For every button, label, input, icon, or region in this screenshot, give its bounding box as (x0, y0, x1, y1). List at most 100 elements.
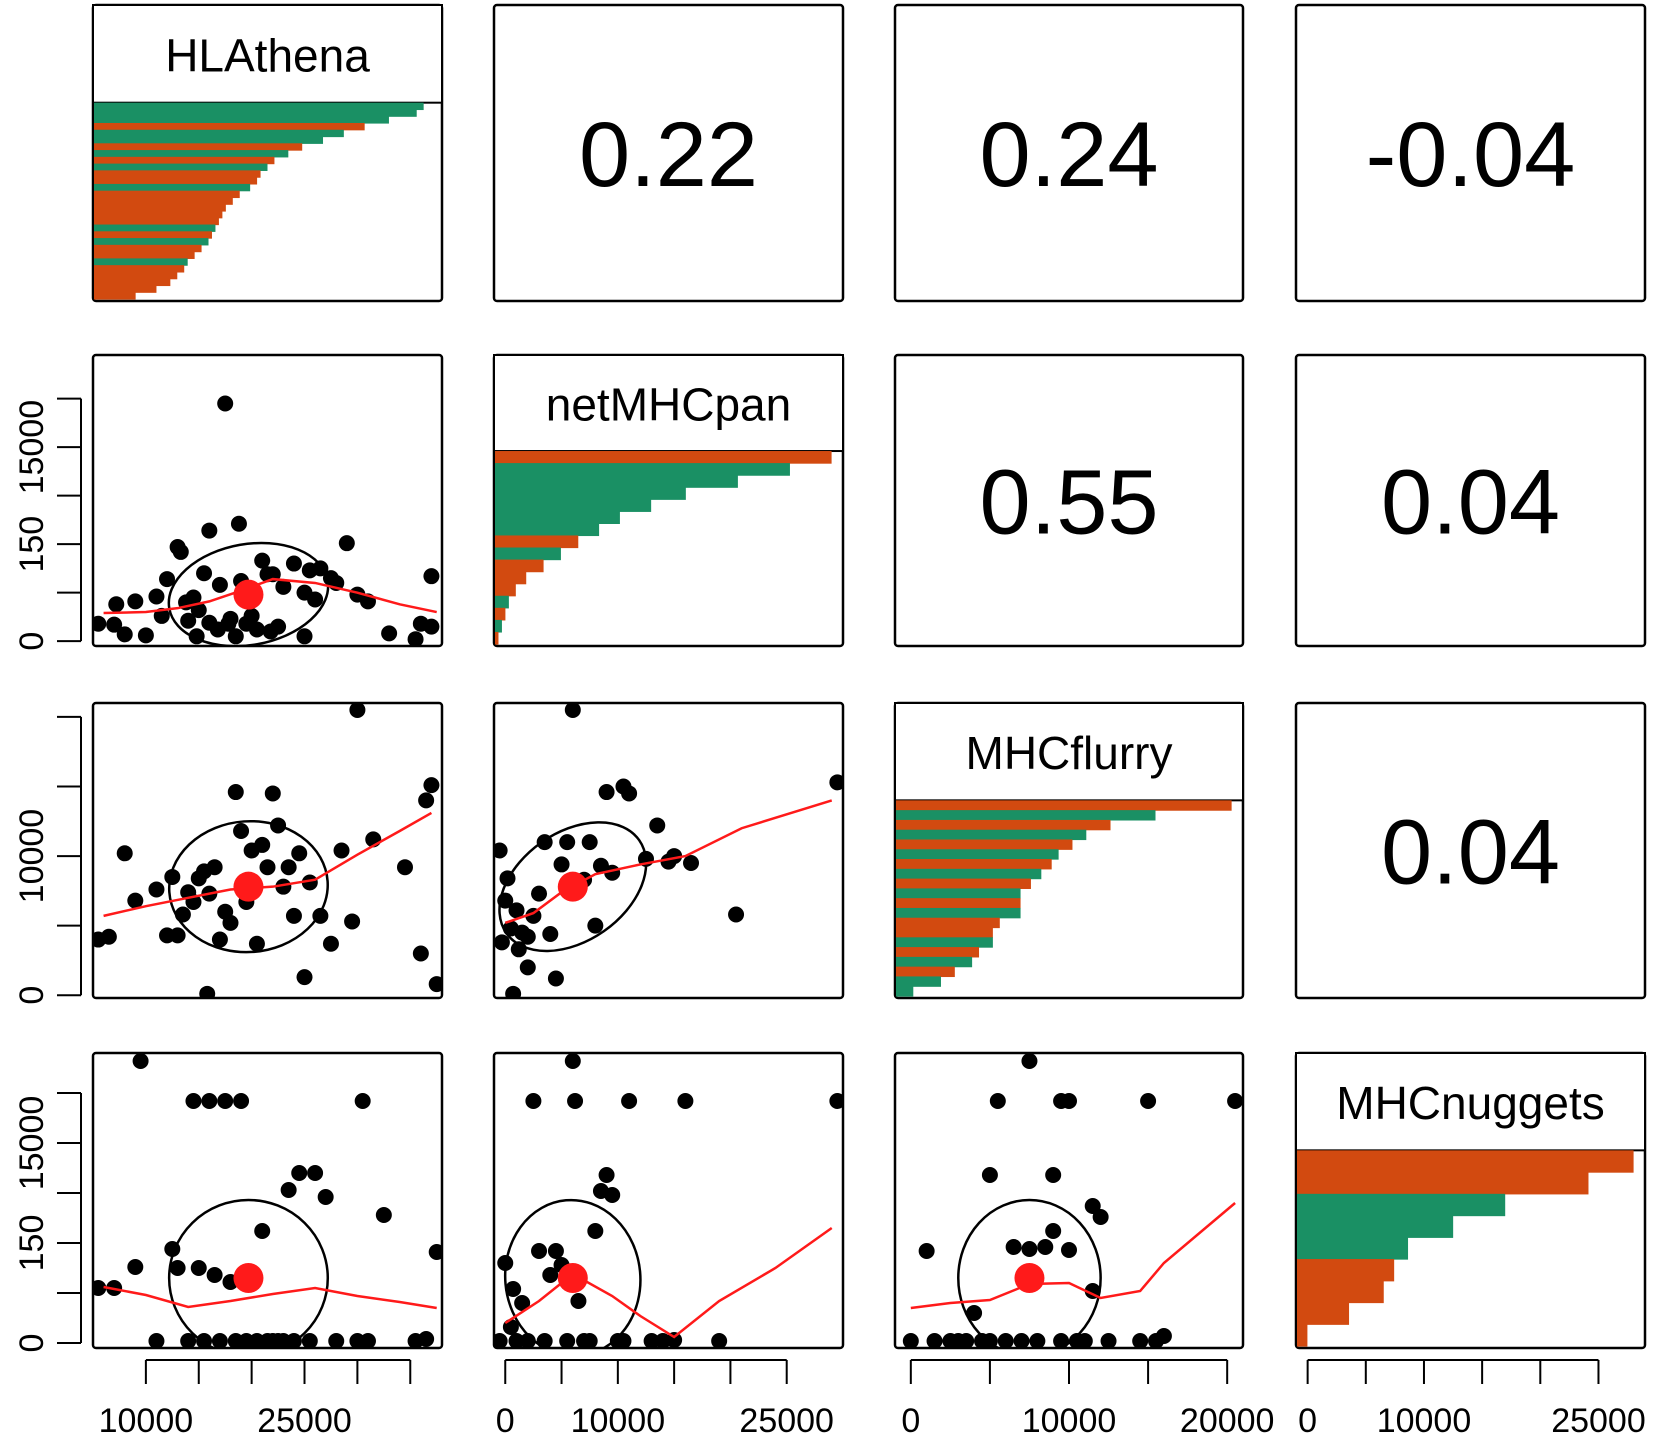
data-point (127, 593, 144, 610)
data-point (137, 627, 154, 644)
panel-0-2 (893, 3, 1245, 303)
data-point (375, 1207, 392, 1223)
hist-bar (94, 292, 136, 300)
hist-bar (94, 258, 188, 266)
data-point (423, 618, 440, 635)
data-point (649, 817, 666, 834)
lowess-line (504, 799, 833, 925)
data-point (132, 1053, 149, 1069)
y-tick-label: 10000 (13, 809, 51, 904)
hist-bar (94, 163, 268, 171)
hist-bar (896, 917, 1000, 929)
data-point (190, 602, 207, 619)
hist-bar (94, 285, 157, 293)
data-point (148, 881, 165, 898)
panel-3-1 (492, 1051, 845, 1350)
data-point (291, 1165, 308, 1181)
data-point (505, 985, 522, 998)
hist-bar (495, 559, 544, 573)
data-point (604, 1187, 621, 1203)
data-point (106, 616, 123, 633)
hist-bar (1297, 1150, 1634, 1173)
panel-content (93, 703, 442, 998)
data-point (531, 1243, 548, 1259)
data-point (418, 792, 435, 809)
data-point (587, 917, 604, 934)
y-axis-1: 0 150 15000 (13, 397, 82, 651)
x-tick-label: 10000 (571, 1402, 666, 1440)
data-point (307, 591, 324, 608)
data-point (598, 1167, 615, 1183)
data-point (519, 928, 536, 945)
data-point (494, 934, 510, 951)
y-tick-label: 15000 (13, 400, 51, 495)
correlation-ellipse (167, 1198, 330, 1348)
data-point (1140, 1093, 1157, 1109)
hist-bar (94, 156, 275, 165)
panel-2-3 (1294, 701, 1647, 1000)
data-point (199, 985, 216, 998)
hist-bar (896, 947, 980, 958)
data-point (333, 842, 350, 859)
panel-1-0 (91, 353, 444, 648)
data-point (285, 555, 302, 572)
diag-panel-MHCnuggets: MHCnuggets (1295, 1052, 1646, 1347)
panel-content (93, 1053, 442, 1348)
data-point (423, 568, 440, 585)
data-point (233, 1093, 250, 1109)
data-point (547, 1243, 564, 1259)
hist-bar (495, 523, 600, 537)
data-point (100, 928, 117, 945)
hist-bar (896, 888, 1021, 899)
data-point (93, 1280, 107, 1296)
data-point (338, 535, 355, 552)
hist-bar (94, 210, 223, 219)
data-point (1100, 1333, 1117, 1348)
hist-bar (94, 129, 344, 138)
correlation-value: 0.04 (1381, 452, 1560, 554)
hist-bar (94, 265, 185, 273)
hist-bar (94, 190, 240, 199)
data-point (211, 931, 228, 948)
hist-bar (896, 927, 993, 938)
data-point (407, 631, 424, 646)
data-point (354, 1093, 371, 1109)
x-tick-label: 25000 (1551, 1402, 1646, 1440)
data-point (396, 859, 413, 876)
y-tick-label: 0 (13, 986, 51, 1005)
hist-bar (495, 511, 620, 524)
diag-panel-netMHCpan: netMHCpan (493, 354, 844, 645)
data-point (201, 1093, 218, 1109)
x-tick-label: 10000 (1022, 1402, 1117, 1440)
data-point (180, 612, 197, 629)
data-point (428, 976, 442, 993)
data-point (1227, 1093, 1243, 1109)
panel-content (494, 703, 843, 998)
x-tick-label: 0 (1298, 1402, 1317, 1440)
data-point (564, 1053, 581, 1069)
scatter-panel-3-2 (902, 1053, 1243, 1348)
data-point (227, 628, 244, 645)
correlation-value: 0.22 (579, 104, 758, 206)
data-point (1005, 1239, 1022, 1255)
data-point (1021, 1241, 1038, 1257)
data-point (519, 959, 536, 976)
data-point (206, 1267, 223, 1283)
hist-bar (495, 535, 579, 549)
data-point (926, 1333, 943, 1348)
hist-bar (495, 451, 832, 464)
data-point (1092, 1209, 1109, 1225)
data-point (542, 925, 559, 942)
lowess-line (910, 1202, 1236, 1310)
hist-bar (94, 278, 171, 287)
hist-bar (896, 937, 993, 948)
hist-bar (896, 849, 1059, 860)
x-tick-label: 10000 (99, 1402, 194, 1440)
x-tick-label: 25000 (257, 1402, 352, 1440)
data-point (116, 845, 133, 862)
data-point (423, 777, 440, 794)
var-label-box (1295, 1052, 1646, 1152)
hist-bar (1297, 1172, 1589, 1195)
data-point (1155, 1328, 1172, 1344)
hist-bar (495, 583, 516, 597)
